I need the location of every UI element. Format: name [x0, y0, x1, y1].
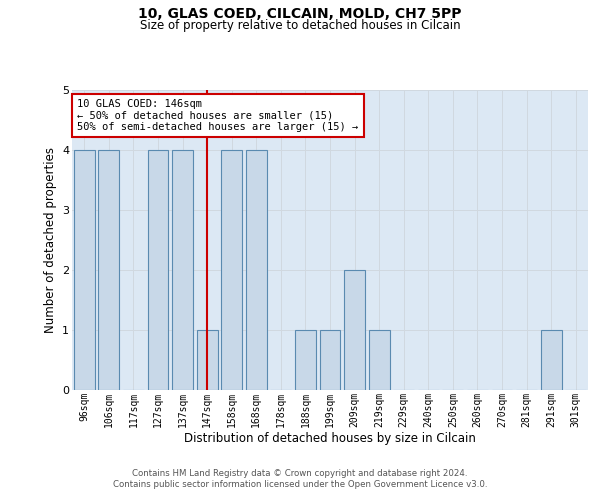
- Bar: [246, 150, 267, 390]
- Bar: [197, 330, 218, 390]
- Bar: [172, 150, 193, 390]
- Bar: [148, 150, 169, 390]
- Bar: [320, 330, 340, 390]
- Bar: [221, 150, 242, 390]
- Bar: [74, 150, 95, 390]
- Bar: [541, 330, 562, 390]
- Bar: [368, 330, 389, 390]
- Bar: [295, 330, 316, 390]
- Text: Contains HM Land Registry data © Crown copyright and database right 2024.: Contains HM Land Registry data © Crown c…: [132, 468, 468, 477]
- Bar: [344, 270, 365, 390]
- Text: 10 GLAS COED: 146sqm
← 50% of detached houses are smaller (15)
50% of semi-detac: 10 GLAS COED: 146sqm ← 50% of detached h…: [77, 99, 358, 132]
- Text: Size of property relative to detached houses in Cilcain: Size of property relative to detached ho…: [140, 19, 460, 32]
- Text: Contains public sector information licensed under the Open Government Licence v3: Contains public sector information licen…: [113, 480, 487, 489]
- Y-axis label: Number of detached properties: Number of detached properties: [44, 147, 56, 333]
- Text: 10, GLAS COED, CILCAIN, MOLD, CH7 5PP: 10, GLAS COED, CILCAIN, MOLD, CH7 5PP: [138, 8, 462, 22]
- Bar: [98, 150, 119, 390]
- X-axis label: Distribution of detached houses by size in Cilcain: Distribution of detached houses by size …: [184, 432, 476, 445]
